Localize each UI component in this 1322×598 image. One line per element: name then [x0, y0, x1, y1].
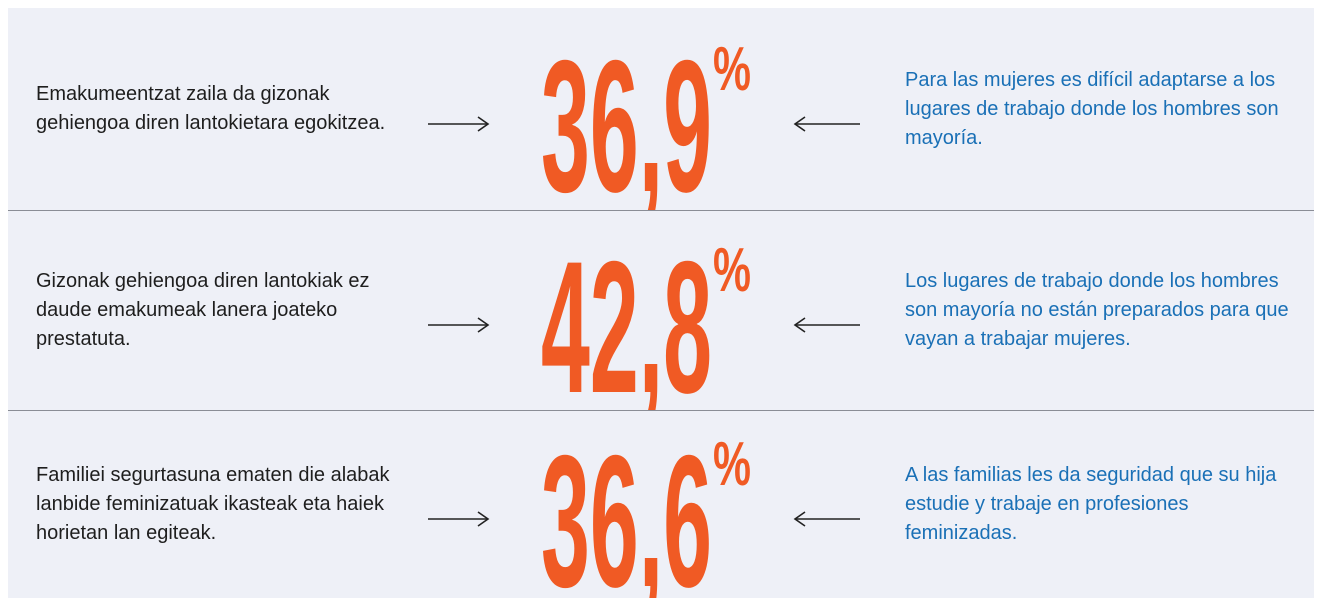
spanish-text-col: Para las mujeres es difícil adaptarse a …	[905, 8, 1305, 210]
percentage-value: 36,9	[541, 21, 712, 210]
arrow-right-head	[477, 511, 490, 527]
arrow-left-head	[793, 511, 806, 527]
percentage-unit: %	[713, 236, 751, 305]
spanish-text: A las familias les da seguridad que su h…	[905, 463, 1277, 544]
spanish-text-col: A las familias les da seguridad que su h…	[905, 410, 1305, 598]
arrow-right-head	[477, 317, 490, 333]
arrow-right-head	[477, 116, 490, 132]
divider	[8, 210, 1314, 211]
spanish-text-col: Los lugares de trabajo donde los hombres…	[905, 210, 1305, 410]
basque-text-col: Gizonak gehiengoa diren lantokiak ez dau…	[36, 210, 396, 410]
divider	[8, 410, 1314, 411]
basque-text-col: Emakumeentzat zaila da gizonak gehiengoa…	[36, 8, 396, 210]
basque-text-col: Familiei segurtasuna ematen die alabak l…	[36, 410, 396, 598]
spanish-text: Los lugares de trabajo donde los hombres…	[905, 269, 1289, 350]
infographic: Emakumeentzat zaila da gizonak gehiengoa…	[8, 8, 1314, 598]
arrow-left-head	[793, 116, 806, 132]
percentage-unit: %	[713, 430, 751, 499]
row: Gizonak gehiengoa diren lantokiak ez dau…	[8, 210, 1314, 410]
percentage-value: 42,8	[541, 222, 712, 410]
figure: 42,8%	[428, 222, 860, 410]
figure: 36,9%	[428, 21, 860, 210]
row: Familiei segurtasuna ematen die alabak l…	[8, 410, 1314, 598]
basque-text: Gizonak gehiengoa diren lantokiak ez dau…	[36, 269, 370, 350]
basque-text: Emakumeentzat zaila da gizonak gehiengoa…	[36, 83, 386, 134]
basque-text: Familiei segurtasuna ematen die alabak l…	[36, 463, 390, 544]
arrow-left-head	[793, 317, 806, 333]
figure: 36,6%	[428, 416, 860, 598]
percentage-value: 36,6	[541, 416, 712, 598]
row: Emakumeentzat zaila da gizonak gehiengoa…	[8, 8, 1314, 210]
percentage-unit: %	[713, 35, 751, 104]
spanish-text: Para las mujeres es difícil adaptarse a …	[905, 68, 1279, 149]
